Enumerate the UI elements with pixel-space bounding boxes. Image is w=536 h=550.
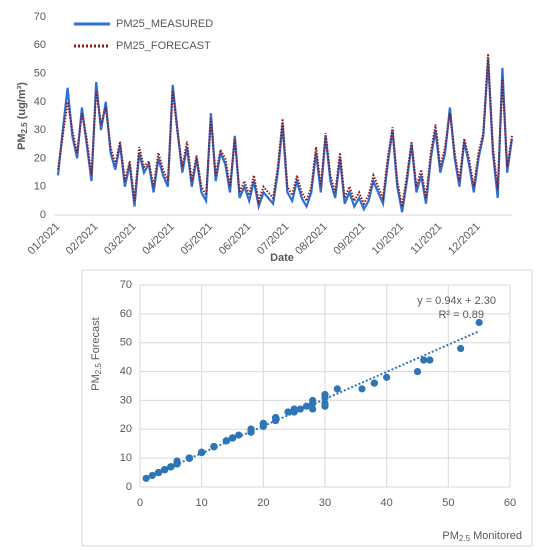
x-axis-title: PM2.5 Monitored [442,530,522,543]
y-tick-label: 50 [34,67,46,79]
y-tick-label: 40 [34,96,46,108]
y-tick-label: 10 [34,181,46,193]
scatter-point [413,367,422,376]
x-tick-label: 06/2021 [217,221,254,258]
scatter-point [475,318,483,327]
x-tick-label: 30 [319,497,331,509]
x-tick-label: 05/2021 [178,221,215,258]
x-tick-label: 12/2021 [446,221,483,258]
scatter-point [173,457,181,465]
x-tick-label: 08/2021 [293,221,330,258]
scatter-point [309,399,317,407]
x-axis-title: Date [270,252,294,264]
x-tick-label: 10 [196,497,208,509]
y-tick-label: 10 [120,452,132,464]
y-tick-label: 70 [34,11,46,23]
y-tick-label: 50 [120,337,132,349]
x-tick-label: 60 [504,497,516,509]
scatter-point [333,385,341,393]
legend-label: PM25_MEASURED [116,18,213,30]
x-axis-title-sub: 2.5 [459,534,471,543]
trendline [145,330,480,479]
scatter-point [457,344,465,353]
y-tick-label: 0 [40,209,46,221]
x-tick-label: 50 [442,497,454,509]
y-tick-label: 20 [120,423,132,435]
scatter-point [235,431,243,439]
y-axis-title: PM2.5 (ug/m³) [16,82,29,150]
y-axis-title-sub: 2.5 [20,122,29,134]
trendline-equation: y = 0.94x + 2.30 [417,295,496,307]
x-tick-label: 11/2021 [408,221,444,257]
trendline-r2: R² = 0.89 [438,309,484,321]
y-tick-label: 0 [126,481,132,493]
scatter-point [321,391,329,399]
y-tick-label: 60 [34,39,46,51]
y-axis-title-rest: Forecast [90,317,102,363]
legend-label: PM25_FORECAST [116,40,211,52]
x-tick-label: 0 [137,497,143,509]
y-axis-title-rest: (ug/m³) [16,82,28,123]
scatter-point [383,373,391,381]
x-tick-label: 04/2021 [140,221,177,258]
y-axis-title-main: PM [90,374,102,391]
scatter-point [370,379,378,387]
scatter-point [358,385,366,393]
y-tick-label: 70 [120,279,132,291]
y-axis-title-main: PM [16,133,28,150]
y-tick-label: 30 [34,124,46,136]
scatter-point [420,356,428,364]
x-tick-label: 09/2021 [331,221,368,258]
series-line [57,53,513,207]
y-tick-label: 40 [120,365,132,377]
series-line [56,59,514,213]
x-tick-label: 40 [381,497,393,509]
x-tick-label: 20 [257,497,269,509]
scatter-point [167,463,175,471]
x-axis-title-rest: Monitored [470,530,522,542]
scatter-point [426,356,434,364]
y-tick-label: 30 [120,394,132,406]
y-tick-label: 20 [34,152,46,164]
scatter-point [309,405,317,413]
scatter-point [142,474,150,482]
x-axis-title-main: PM [442,530,459,542]
y-axis-title: PM2.5 Forecast [90,317,103,390]
x-tick-label: 01/2021 [26,221,63,258]
scatter-point [321,399,329,407]
x-tick-label: 02/2021 [64,221,101,258]
x-tick-label: 10/2021 [370,221,407,258]
y-axis-title-sub: 2.5 [94,363,103,375]
scatter-frame [81,269,533,547]
x-tick-label: 03/2021 [102,221,139,258]
scatter-point [272,414,280,422]
y-tick-label: 60 [120,308,132,320]
